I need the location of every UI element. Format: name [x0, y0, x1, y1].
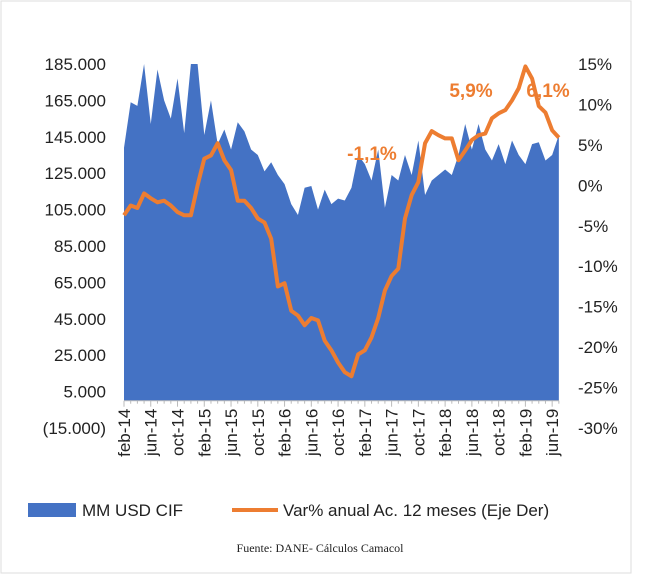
y2-tick-label: 0%: [578, 176, 603, 195]
y-tick-label: 185.000: [45, 55, 106, 74]
x-tick-label: oct-16: [329, 409, 348, 456]
x-tick-label: jun-14: [142, 409, 161, 457]
x-tick-label: jun-15: [222, 409, 241, 457]
y2-tick-label: 15%: [578, 55, 612, 74]
x-tick-label: feb-16: [276, 409, 295, 457]
y-tick-label: (15.000): [43, 419, 106, 438]
x-tick-label: feb-19: [516, 409, 535, 457]
y-tick-label: 145.000: [45, 128, 106, 147]
legend-label: Var% anual Ac. 12 meses (Eje Der): [283, 501, 549, 520]
y-tick-label: 65.000: [54, 273, 106, 292]
x-tick-label: jun-18: [463, 409, 482, 457]
y2-tick-label: -10%: [578, 257, 618, 276]
x-tick-label: feb-14: [115, 409, 134, 457]
y2-tick-label: -30%: [578, 419, 618, 438]
x-tick-label: feb-15: [195, 409, 214, 457]
y2-tick-label: -25%: [578, 379, 618, 398]
y2-tick-label: -5%: [578, 217, 608, 236]
y-tick-label: 25.000: [54, 346, 106, 365]
x-tick-label: jun-19: [543, 409, 562, 457]
area: [124, 64, 559, 401]
x-tick-label: feb-18: [436, 409, 455, 457]
y-tick-label: 45.000: [54, 310, 106, 329]
legend-label: MM USD CIF: [82, 501, 183, 520]
y-tick-label: 165.000: [45, 91, 106, 110]
source: Fuente: DANE- Cálculos Camacol: [237, 541, 405, 555]
x-tick-label: oct-14: [169, 409, 188, 456]
y-tick-label: 85.000: [54, 237, 106, 256]
x-tick-label: oct-17: [409, 409, 428, 456]
y-tick-label: 5.000: [63, 383, 106, 402]
annotation: 6,1%: [526, 81, 569, 102]
x-tick-label: oct-15: [249, 409, 268, 456]
y2-tick-label: -15%: [578, 298, 618, 317]
x-tick-label: oct-18: [490, 409, 509, 456]
y-tick-label: 125.000: [45, 164, 106, 183]
annotation: 5,9%: [449, 81, 492, 102]
y2-tick-label: 5%: [578, 136, 603, 155]
annotation: -1,1%: [347, 144, 397, 165]
y2-tick-label: 10%: [578, 95, 612, 114]
y-tick-label: 105.000: [45, 201, 106, 220]
line: [122, 64, 561, 379]
legend-swatch: [28, 503, 76, 517]
y2-tick-label: -20%: [578, 338, 618, 357]
x-tick-label: jun-17: [383, 409, 402, 457]
x-tick-label: feb-17: [356, 409, 375, 457]
x-tick-label: jun-16: [302, 409, 321, 457]
